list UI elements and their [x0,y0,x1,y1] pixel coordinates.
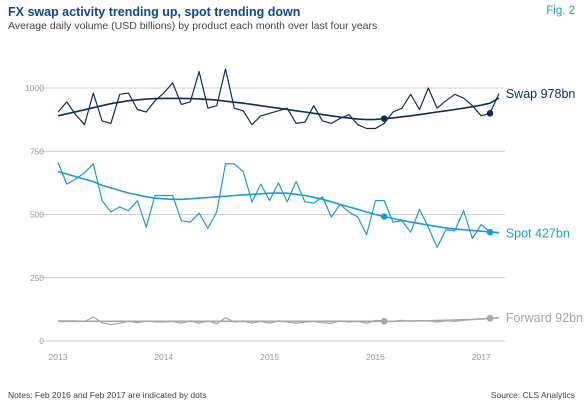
x-tick-label: 2016 [366,352,385,362]
swap-trend-line [57,97,500,121]
figure-label: Fig. 2 [546,5,575,17]
spot-series-label: Spot 427bn [506,226,570,240]
chart-subtitle: Average daily volume (USD billions) by p… [8,20,378,32]
y-tick-label: 1000 [25,83,44,93]
forward-series-label: Forward 92bn [506,311,583,325]
axis-ticks: 0 250 500 750 1000 2013 2014 2015 2016 2017 [25,83,491,362]
series-lines [57,68,500,326]
forward-trend-line [58,316,499,323]
swap-series-line [57,68,500,130]
swap-highlight-dot [486,110,494,117]
forward-highlight-dot [486,314,494,322]
forward-highlight-dot [380,317,388,325]
grid-lines [40,87,505,342]
chart-title: FX swap activity trending up, spot trend… [8,5,301,19]
spot-series-line [57,162,499,248]
swap-highlight-dot [380,115,388,122]
y-tick-label: 0 [39,336,44,346]
x-tick-label: 2015 [260,352,279,362]
y-tick-label: 500 [30,210,44,220]
x-tick-label: 2013 [49,352,68,362]
y-tick-label: 250 [30,273,44,283]
y-tick-label: 750 [30,146,44,156]
spot-highlight-dot [380,213,388,220]
spot-trend-line [57,170,499,234]
spot-highlight-dot [486,228,494,236]
x-tick-label: 2017 [472,352,491,362]
chart-notes: Notes: Feb 2016 and Feb 2017 are indicat… [8,390,207,400]
chart-source: Source: CLS Analytics [490,390,575,400]
series-labels: Swap 978bn Spot 427bn Forward 92bn [506,87,583,325]
swap-series-label: Swap 978bn [506,87,576,101]
x-tick-label: 2014 [154,352,173,362]
